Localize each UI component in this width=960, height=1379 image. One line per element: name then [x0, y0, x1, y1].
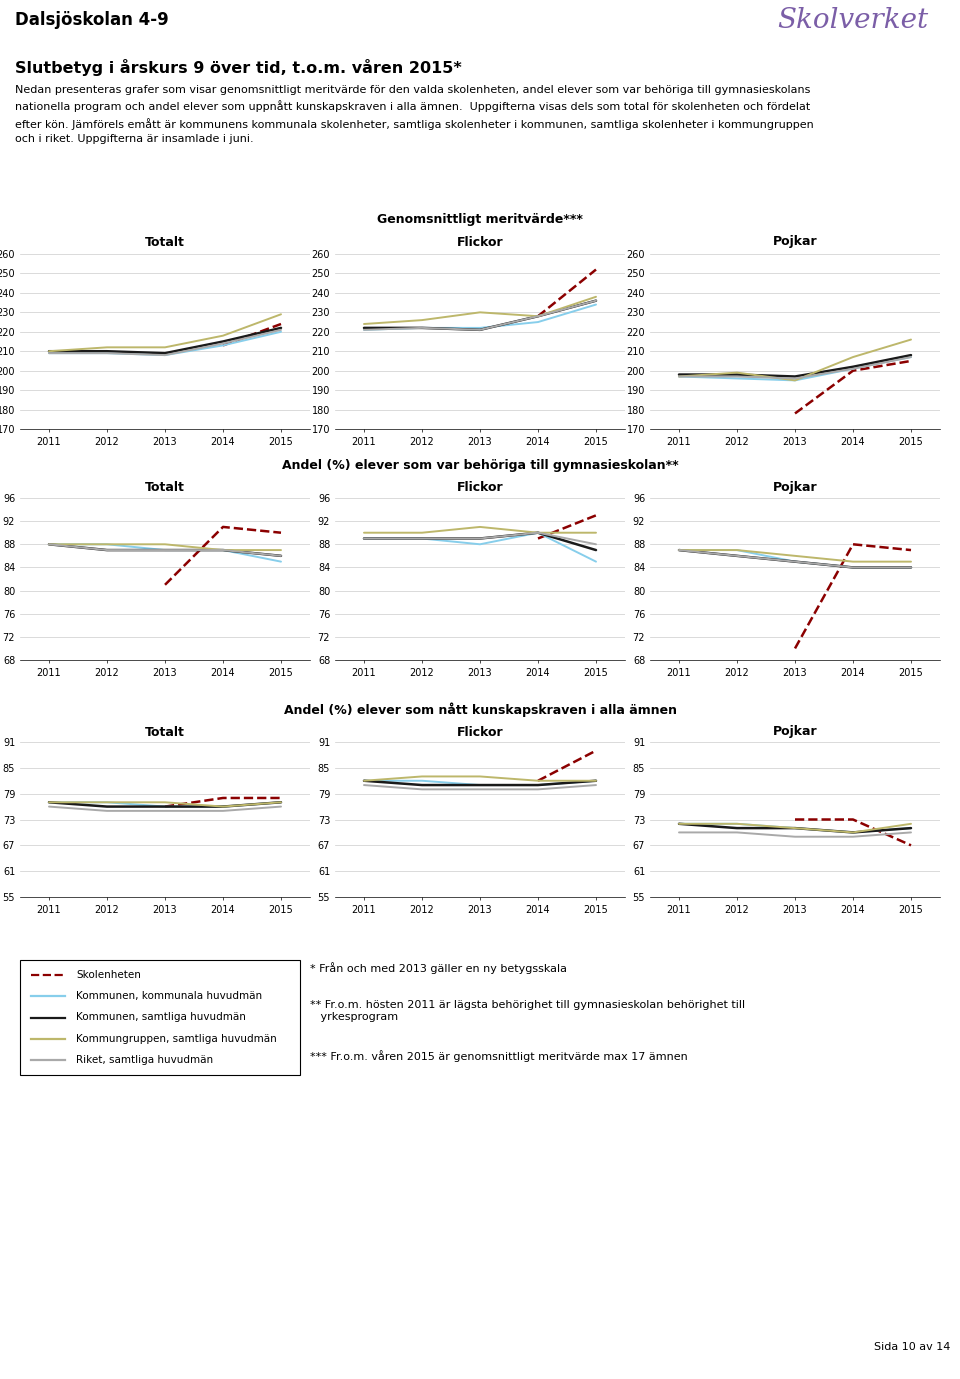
Text: Skolverket: Skolverket: [778, 7, 928, 33]
Text: Genomsnittligt meritvärde***: Genomsnittligt meritvärde***: [377, 214, 583, 226]
Text: * Från och med 2013 gäller en ny betygsskala: * Från och med 2013 gäller en ny betygss…: [310, 963, 567, 974]
Text: Nedan presenteras grafer som visar genomsnittligt meritvärde för den valda skole: Nedan presenteras grafer som visar genom…: [15, 85, 814, 145]
Text: Riket, samtliga huvudmän: Riket, samtliga huvudmän: [76, 1055, 213, 1065]
Text: Kommungruppen, samtliga huvudmän: Kommungruppen, samtliga huvudmän: [76, 1034, 276, 1044]
Text: Pojkar: Pojkar: [773, 725, 817, 739]
Text: Flickor: Flickor: [457, 236, 503, 248]
Text: Pojkar: Pojkar: [773, 236, 817, 248]
Text: Skolenheten: Skolenheten: [76, 969, 141, 980]
Text: Kommunen, samtliga huvudmän: Kommunen, samtliga huvudmän: [76, 1012, 246, 1022]
Text: Sida 10 av 14: Sida 10 av 14: [874, 1343, 950, 1353]
Text: Totalt: Totalt: [145, 480, 185, 494]
Text: Andel (%) elever som var behöriga till gymnasieskolan**: Andel (%) elever som var behöriga till g…: [281, 458, 679, 472]
Text: Pojkar: Pojkar: [773, 480, 817, 494]
Text: Kommunen, kommunala huvudmän: Kommunen, kommunala huvudmän: [76, 992, 262, 1001]
Text: Flickor: Flickor: [457, 480, 503, 494]
Text: Totalt: Totalt: [145, 236, 185, 248]
Text: Flickor: Flickor: [457, 725, 503, 739]
Text: Dalsjöskolan 4-9: Dalsjöskolan 4-9: [15, 11, 169, 29]
Text: Andel (%) elever som nått kunskapskraven i alla ämnen: Andel (%) elever som nått kunskapskraven…: [283, 703, 677, 717]
Text: Slutbetyg i årskurs 9 över tid, t.o.m. våren 2015*: Slutbetyg i årskurs 9 över tid, t.o.m. v…: [15, 59, 462, 76]
Text: ** Fr.o.m. hösten 2011 är lägsta behörighet till gymnasieskolan behörighet till
: ** Fr.o.m. hösten 2011 är lägsta behörig…: [310, 1000, 745, 1022]
Text: *** Fr.o.m. våren 2015 är genomsnittligt meritvärde max 17 ämnen: *** Fr.o.m. våren 2015 är genomsnittligt…: [310, 1049, 687, 1062]
Text: Totalt: Totalt: [145, 725, 185, 739]
